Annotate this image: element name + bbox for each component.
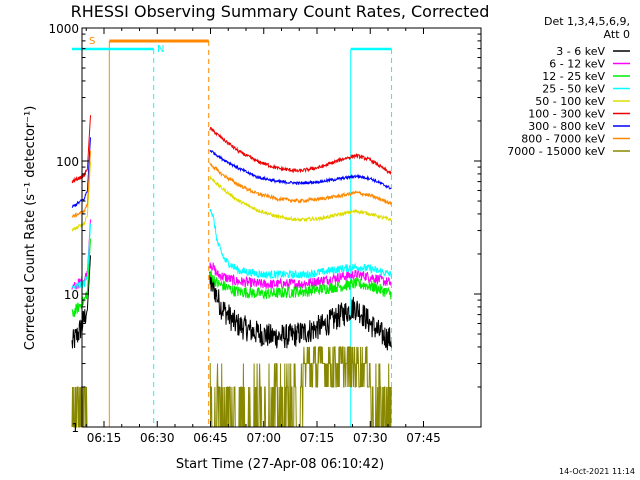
- series-line-4: [71, 161, 392, 232]
- series-line-6: [71, 137, 392, 208]
- chart-title: RHESSI Observing Summary Count Rates, Co…: [71, 2, 490, 21]
- night-marker-label: N: [157, 44, 164, 55]
- x-tick-label-0: 06:15: [87, 431, 122, 445]
- series-line-0: [71, 255, 392, 351]
- y-tick-label-1: 10: [64, 288, 79, 302]
- y-tick-label-0: 1: [71, 421, 79, 435]
- x-tick-label-6: 07:45: [406, 431, 441, 445]
- legend-label-3: 25 - 50 keV: [542, 83, 605, 96]
- x-tick-label-4: 07:15: [300, 431, 335, 445]
- legend-label-5: 100 - 300 keV: [528, 108, 605, 121]
- legend-label-2: 12 - 25 keV: [542, 70, 605, 83]
- legend-label-0: 3 - 6 keV: [556, 45, 605, 58]
- date-stamp: 14-Oct-2021 11:14: [559, 467, 635, 476]
- x-tick-label-5: 07:30: [353, 431, 388, 445]
- legend-label-6: 300 - 800 keV: [528, 120, 605, 133]
- x-tick-label-3: 07:00: [246, 431, 281, 445]
- series-line-3: [71, 209, 392, 291]
- y-axis-label: Corrected Count Rate (s⁻¹ detector⁻¹): [23, 106, 38, 351]
- legend-label-7: 800 - 7000 keV: [521, 133, 605, 146]
- y-tick-label-3: 1000: [48, 22, 79, 36]
- series-line-2: [71, 238, 392, 317]
- axis-ticks: 06:15 06:30 06:45 07:00 07:15 07:30 07:45 1 10 10…: [48, 22, 481, 445]
- x-tick-label-2: 06:45: [193, 431, 228, 445]
- legend-header-line-1: Det 1,3,4,5,6,9,: [544, 15, 630, 28]
- saa-marker-label: S: [89, 36, 95, 47]
- x-axis-label: Start Time (27-Apr-08 06:10:42): [176, 457, 384, 472]
- y-tick-label-2: 100: [56, 155, 79, 169]
- interval-markers: SN: [72, 36, 393, 427]
- legend-header-line-2: Att 0: [604, 28, 630, 41]
- legend-label-4: 50 - 100 keV: [535, 95, 605, 108]
- x-tick-label-1: 06:30: [140, 431, 175, 445]
- legend-label-8: 7000 - 15000 keV: [507, 145, 605, 158]
- series-lines: [71, 115, 392, 428]
- legend-label-1: 6 - 12 keV: [549, 58, 605, 71]
- series-line-7: [71, 150, 392, 218]
